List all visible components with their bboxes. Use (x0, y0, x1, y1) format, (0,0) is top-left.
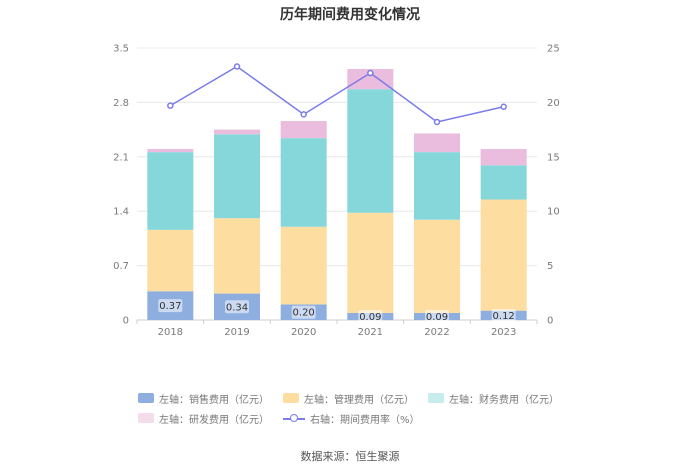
x-axis-tick-label: 2019 (224, 327, 249, 338)
data-label: 0.12 (493, 311, 515, 322)
legend-label-sales: 左轴：销售费用（亿元） (159, 394, 269, 406)
right-axis-tick: 25 (547, 44, 560, 55)
legend-item-rd[interactable]: 左轴：研发费用（亿元） (138, 411, 269, 426)
data-label-bg (358, 310, 383, 324)
bar-segment (414, 219, 460, 314)
legend-label-rd: 左轴：研发费用（亿元） (159, 414, 269, 426)
left-axis-tick: 3.5 (113, 44, 129, 55)
data-label: 0.09 (359, 312, 381, 323)
bar-segment (480, 149, 527, 166)
bar-segment (414, 133, 460, 153)
right-axis-tick: 15 (547, 152, 560, 163)
bar-segment (280, 138, 327, 227)
x-axis-tick-label: 2018 (158, 327, 183, 338)
data-label-bg (291, 305, 316, 319)
legend-item-admin[interactable]: 左轴：管理费用（亿元） (283, 391, 414, 406)
bar-segment (280, 226, 327, 305)
left-axis-tick: 1.4 (113, 207, 129, 218)
legend-swatch-rd (138, 413, 154, 423)
data-label-bg (491, 308, 516, 322)
bar-segment (347, 68, 394, 90)
left-axis-tick: 0 (123, 316, 129, 327)
legend-item-finance[interactable]: 左轴：财务费用（亿元） (428, 391, 559, 406)
right-axis-tick: 10 (547, 207, 560, 218)
right-axis-tick: 20 (547, 98, 560, 109)
expense-rate-point (500, 103, 507, 111)
bar-segment (147, 229, 194, 292)
legend-item-expense-rate[interactable]: 右轴：期间费用率（%） (283, 411, 420, 426)
bar-segment (147, 149, 194, 153)
x-axis-tick-label: 2021 (358, 327, 383, 338)
legend-label-finance: 左轴：财务费用（亿元） (449, 394, 559, 406)
bar-segment (347, 212, 394, 314)
data-source: 数据来源：恒生聚源 (300, 450, 400, 463)
data-label: 0.37 (159, 301, 181, 312)
bar-segment (214, 134, 260, 219)
left-axis-tick: 2.1 (113, 152, 129, 163)
data-label-bg (225, 300, 249, 314)
expense-rate-line (169, 65, 504, 123)
bar-segment (347, 89, 394, 213)
x-axis-tick-label: 2020 (291, 327, 316, 338)
grid-lines (137, 47, 537, 267)
legend-swatch-expense-rate (283, 413, 305, 423)
legend-item-sales[interactable]: 左轴：销售费用（亿元） (138, 391, 269, 406)
left-axis-tick: 0.7 (113, 261, 129, 272)
legend-swatch-sales (138, 393, 154, 403)
bar-segment (414, 152, 460, 220)
legend-label-admin: 左轴：管理费用（亿元） (304, 394, 414, 406)
expense-rate-point (167, 102, 174, 109)
bar-segment (480, 199, 527, 311)
x-axis-tick-label: 2023 (491, 327, 516, 338)
legend-swatch-finance (428, 393, 444, 403)
data-labels: 0.37 0.34 0.20 0.09 0.09 0.12 (158, 299, 516, 324)
expense-rate-point (300, 111, 307, 118)
expense-rate-point (233, 63, 241, 70)
bar-segment (147, 152, 194, 230)
axes: 0 0 0.7 5 1.4 10 2.1 15 2.8 20 3.5 25 2018 2019 2020 20… (113, 44, 560, 339)
expense-rate-point (367, 69, 374, 77)
expense-rate-point (433, 118, 441, 126)
bar-segment (480, 165, 527, 200)
chart-title: 历年期间费用变化情况 (280, 6, 420, 23)
data-label-bg (425, 310, 449, 324)
bar-segment (280, 121, 327, 139)
data-label-bg (158, 299, 183, 313)
bar-segment (214, 129, 260, 135)
legend-row-2: 左轴：研发费用（亿元） 右轴：期间费用率（%） (138, 408, 578, 428)
legend-swatch-admin (283, 393, 299, 403)
data-label: 0.09 (426, 312, 448, 323)
data-label: 0.34 (226, 302, 248, 313)
legend-label-expense-rate: 右轴：期间费用率（%） (310, 414, 420, 426)
line-series (167, 63, 507, 126)
right-axis-tick: 0 (547, 316, 553, 327)
bar-segment (214, 218, 260, 294)
left-axis-tick: 2.8 (113, 98, 129, 109)
bar-series (147, 68, 527, 320)
legend-row-1: 左轴：销售费用（亿元） 左轴：管理费用（亿元） 左轴：财务费用（亿元） (138, 388, 578, 408)
data-label: 0.20 (293, 308, 315, 319)
x-axis-tick-label: 2022 (424, 327, 449, 338)
right-axis-tick: 5 (547, 261, 553, 272)
legend: 左轴：销售费用（亿元） 左轴：管理费用（亿元） 左轴：财务费用（亿元） 左轴：研… (138, 388, 578, 428)
